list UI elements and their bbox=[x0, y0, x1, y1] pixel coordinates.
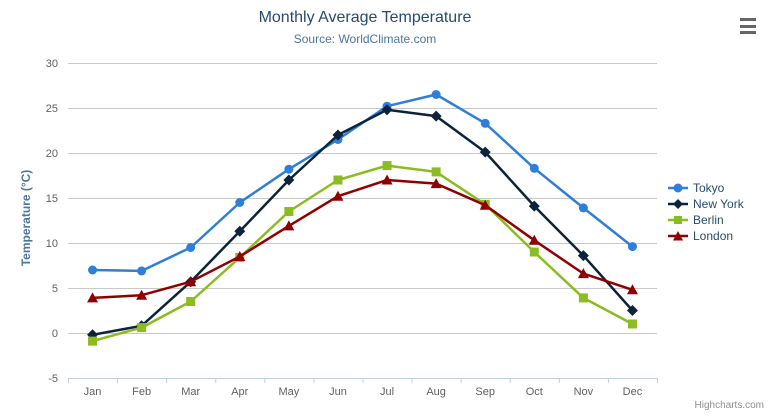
legend-item-tokyo[interactable]: Tokyo bbox=[668, 180, 744, 196]
y-axis-label: 10 bbox=[46, 238, 58, 250]
y-axis-label: 15 bbox=[46, 193, 58, 205]
chart-title: Monthly Average Temperature bbox=[258, 9, 472, 26]
data-point-triangle[interactable] bbox=[626, 284, 638, 295]
legend-item-new-york[interactable]: New York bbox=[668, 196, 744, 212]
data-point-square[interactable] bbox=[627, 319, 637, 329]
series-line-london[interactable] bbox=[91, 178, 634, 300]
data-point-diamond[interactable] bbox=[528, 200, 540, 212]
credits-link[interactable]: Highcharts.com bbox=[694, 400, 764, 411]
legend-item-london[interactable]: London bbox=[668, 228, 744, 244]
data-point-square[interactable] bbox=[333, 175, 343, 185]
x-axis-label: Apr bbox=[231, 386, 248, 398]
series-line-new-york[interactable] bbox=[91, 108, 634, 337]
legend-label: New York bbox=[693, 197, 744, 211]
data-point-diamond[interactable] bbox=[430, 110, 442, 122]
y-axis-label: 30 bbox=[46, 58, 58, 70]
data-point-square[interactable] bbox=[382, 161, 392, 171]
data-point-triangle[interactable] bbox=[381, 174, 393, 185]
x-axis-label: Nov bbox=[574, 386, 594, 398]
data-point-diamond[interactable] bbox=[332, 129, 344, 141]
data-point-triangle[interactable] bbox=[528, 234, 540, 245]
data-point-diamond[interactable] bbox=[381, 104, 393, 116]
series-line-tokyo[interactable] bbox=[91, 93, 634, 273]
data-point-diamond[interactable] bbox=[626, 305, 638, 316]
legend-symbol-diamond bbox=[668, 199, 688, 209]
legend-symbol-square bbox=[668, 216, 688, 224]
data-point-circle[interactable] bbox=[137, 266, 147, 276]
data-point-circle[interactable] bbox=[88, 265, 98, 275]
data-point-triangle[interactable] bbox=[87, 292, 99, 303]
data-point-square[interactable] bbox=[284, 207, 294, 216]
data-point-triangle[interactable] bbox=[577, 268, 589, 279]
legend-label: London bbox=[693, 229, 734, 243]
x-axis-label: Jul bbox=[380, 386, 394, 398]
hamburger-icon bbox=[740, 24, 756, 28]
data-point-triangle[interactable] bbox=[332, 190, 344, 201]
y-axis-label: 25 bbox=[46, 103, 58, 115]
legend-symbol-triangle bbox=[668, 231, 688, 241]
data-point-square[interactable] bbox=[88, 336, 98, 346]
y-axis-label: -5 bbox=[48, 373, 58, 385]
data-point-circle[interactable] bbox=[186, 243, 196, 252]
legend-label: Berlin bbox=[693, 213, 724, 227]
y-axis-label: 5 bbox=[52, 283, 58, 295]
data-point-triangle[interactable] bbox=[479, 199, 491, 210]
data-point-diamond[interactable] bbox=[479, 146, 491, 158]
data-point-square[interactable] bbox=[186, 297, 196, 306]
x-axis-label: Feb bbox=[132, 386, 151, 398]
legend: Tokyo New York Berlin London bbox=[668, 180, 744, 244]
data-point-circle[interactable] bbox=[578, 203, 588, 213]
x-axis-label: Jan bbox=[84, 386, 102, 398]
x-axis-label: Oct bbox=[526, 386, 543, 398]
data-point-triangle[interactable] bbox=[283, 220, 295, 231]
hamburger-icon bbox=[740, 18, 756, 21]
x-axis-label: Dec bbox=[623, 386, 643, 398]
x-axis-label: Aug bbox=[426, 386, 446, 398]
x-axis-label: May bbox=[278, 386, 299, 398]
chart-subtitle: Source: WorldClimate.com bbox=[293, 32, 437, 46]
data-point-circle[interactable] bbox=[529, 163, 539, 173]
series-line-berlin[interactable] bbox=[91, 164, 634, 343]
data-point-square[interactable] bbox=[431, 167, 441, 177]
data-point-circle[interactable] bbox=[235, 198, 245, 207]
legend-label: Tokyo bbox=[693, 181, 725, 195]
y-axis-label: 0 bbox=[52, 328, 58, 340]
data-point-square[interactable] bbox=[529, 247, 539, 257]
data-point-diamond[interactable] bbox=[577, 250, 589, 262]
x-axis-label: Sep bbox=[475, 386, 495, 398]
data-point-triangle[interactable] bbox=[430, 178, 442, 189]
x-axis-label: Jun bbox=[329, 386, 347, 398]
x-axis-label: Mar bbox=[181, 386, 200, 398]
data-point-diamond[interactable] bbox=[283, 174, 295, 186]
data-point-triangle[interactable] bbox=[185, 276, 197, 287]
export-menu-button[interactable] bbox=[736, 16, 760, 36]
legend-item-berlin[interactable]: Berlin bbox=[668, 212, 744, 228]
data-point-circle[interactable] bbox=[284, 164, 294, 174]
data-point-triangle[interactable] bbox=[234, 251, 246, 261]
data-point-square[interactable] bbox=[578, 293, 588, 303]
data-point-circle[interactable] bbox=[480, 118, 490, 128]
data-point-diamond[interactable] bbox=[234, 225, 246, 237]
data-point-square[interactable] bbox=[137, 323, 147, 333]
data-point-circle[interactable] bbox=[431, 90, 441, 99]
hamburger-icon bbox=[740, 31, 756, 34]
data-point-triangle[interactable] bbox=[136, 289, 148, 300]
data-point-circle[interactable] bbox=[627, 242, 637, 252]
y-axis-label: 20 bbox=[46, 148, 58, 160]
legend-symbol-circle bbox=[668, 183, 688, 193]
